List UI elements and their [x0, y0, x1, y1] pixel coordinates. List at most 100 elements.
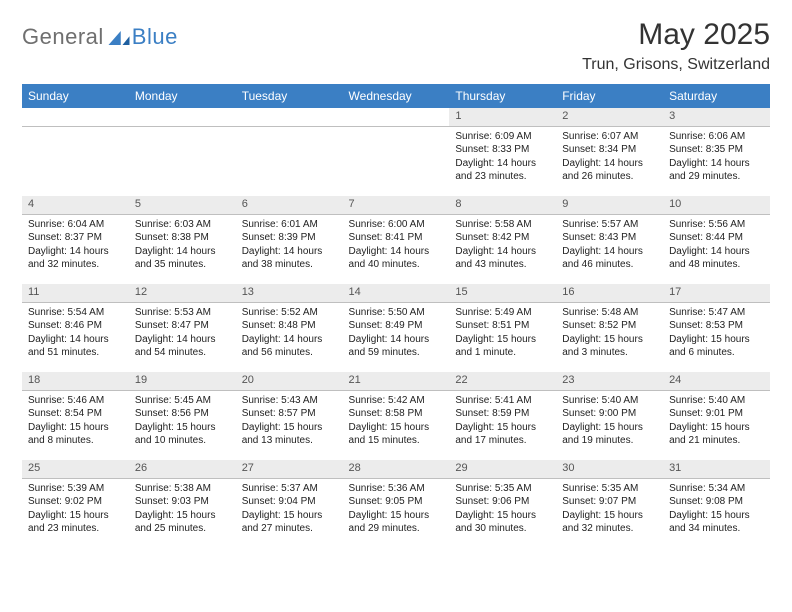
daylight-text-line2: and 17 minutes. [455, 434, 550, 448]
day-detail-cell: Sunrise: 5:47 AMSunset: 8:53 PMDaylight:… [663, 302, 770, 372]
day-number-row: 123 [22, 108, 770, 126]
day-number-cell: 18 [22, 372, 129, 390]
daylight-text-line1: Daylight: 15 hours [455, 421, 550, 435]
daylight-text-line1: Daylight: 14 hours [349, 245, 444, 259]
daylight-text-line1: Daylight: 14 hours [28, 245, 123, 259]
sunrise-text: Sunrise: 6:06 AM [669, 130, 764, 144]
sunset-text: Sunset: 8:57 PM [242, 407, 337, 421]
weekday-header: Monday [129, 84, 236, 108]
sunrise-text: Sunrise: 5:35 AM [455, 482, 550, 496]
daylight-text-line2: and 13 minutes. [242, 434, 337, 448]
sunset-text: Sunset: 9:06 PM [455, 495, 550, 509]
sunset-text: Sunset: 8:59 PM [455, 407, 550, 421]
day-number-cell: 10 [663, 196, 770, 214]
daylight-text-line2: and 59 minutes. [349, 346, 444, 360]
day-number-row: 45678910 [22, 196, 770, 214]
sunset-text: Sunset: 9:01 PM [669, 407, 764, 421]
daylight-text-line1: Daylight: 15 hours [669, 509, 764, 523]
day-detail-row: Sunrise: 5:46 AMSunset: 8:54 PMDaylight:… [22, 390, 770, 460]
day-number-cell: 20 [236, 372, 343, 390]
sunset-text: Sunset: 9:07 PM [562, 495, 657, 509]
logo-text-blue: Blue [132, 24, 178, 50]
day-detail-cell: Sunrise: 5:37 AMSunset: 9:04 PMDaylight:… [236, 478, 343, 548]
day-detail-cell: Sunrise: 5:45 AMSunset: 8:56 PMDaylight:… [129, 390, 236, 460]
day-detail-cell: Sunrise: 5:57 AMSunset: 8:43 PMDaylight:… [556, 214, 663, 284]
day-detail-cell: Sunrise: 6:00 AMSunset: 8:41 PMDaylight:… [343, 214, 450, 284]
logo-sail-icon [108, 31, 130, 45]
daylight-text-line1: Daylight: 14 hours [28, 333, 123, 347]
daylight-text-line1: Daylight: 15 hours [242, 509, 337, 523]
sunrise-text: Sunrise: 5:57 AM [562, 218, 657, 232]
sunrise-text: Sunrise: 5:56 AM [669, 218, 764, 232]
day-number-cell: 29 [449, 460, 556, 478]
weekday-header-row: Sunday Monday Tuesday Wednesday Thursday… [22, 84, 770, 108]
sunrise-text: Sunrise: 5:39 AM [28, 482, 123, 496]
daylight-text-line1: Daylight: 14 hours [669, 157, 764, 171]
day-number-row: 25262728293031 [22, 460, 770, 478]
daylight-text-line1: Daylight: 14 hours [349, 333, 444, 347]
day-number-cell: 28 [343, 460, 450, 478]
day-detail-cell: Sunrise: 5:38 AMSunset: 9:03 PMDaylight:… [129, 478, 236, 548]
daylight-text-line1: Daylight: 14 hours [455, 245, 550, 259]
day-detail-cell [343, 126, 450, 196]
daylight-text-line1: Daylight: 14 hours [135, 245, 230, 259]
daylight-text-line1: Daylight: 15 hours [242, 421, 337, 435]
sunset-text: Sunset: 8:52 PM [562, 319, 657, 333]
daylight-text-line1: Daylight: 15 hours [349, 509, 444, 523]
day-number-cell: 21 [343, 372, 450, 390]
month-title: May 2025 [582, 18, 770, 52]
sunset-text: Sunset: 8:58 PM [349, 407, 444, 421]
day-detail-row: Sunrise: 5:54 AMSunset: 8:46 PMDaylight:… [22, 302, 770, 372]
day-detail-cell: Sunrise: 5:39 AMSunset: 9:02 PMDaylight:… [22, 478, 129, 548]
daylight-text-line1: Daylight: 15 hours [562, 333, 657, 347]
logo-text-general: General [22, 24, 104, 50]
sunset-text: Sunset: 8:44 PM [669, 231, 764, 245]
daylight-text-line2: and 48 minutes. [669, 258, 764, 272]
day-number-cell: 26 [129, 460, 236, 478]
daylight-text-line1: Daylight: 15 hours [455, 509, 550, 523]
day-detail-cell: Sunrise: 5:46 AMSunset: 8:54 PMDaylight:… [22, 390, 129, 460]
day-detail-cell: Sunrise: 5:58 AMSunset: 8:42 PMDaylight:… [449, 214, 556, 284]
sunset-text: Sunset: 8:42 PM [455, 231, 550, 245]
day-number-cell: 5 [129, 196, 236, 214]
sunrise-text: Sunrise: 5:49 AM [455, 306, 550, 320]
sunset-text: Sunset: 8:34 PM [562, 143, 657, 157]
sunset-text: Sunset: 8:39 PM [242, 231, 337, 245]
sunset-text: Sunset: 8:47 PM [135, 319, 230, 333]
day-detail-cell: Sunrise: 6:03 AMSunset: 8:38 PMDaylight:… [129, 214, 236, 284]
day-number-cell: 2 [556, 108, 663, 126]
sunset-text: Sunset: 8:51 PM [455, 319, 550, 333]
sunset-text: Sunset: 9:05 PM [349, 495, 444, 509]
sunset-text: Sunset: 8:41 PM [349, 231, 444, 245]
daylight-text-line2: and 34 minutes. [669, 522, 764, 536]
sunrise-text: Sunrise: 5:58 AM [455, 218, 550, 232]
daylight-text-line2: and 46 minutes. [562, 258, 657, 272]
daylight-text-line1: Daylight: 14 hours [455, 157, 550, 171]
daylight-text-line2: and 1 minute. [455, 346, 550, 360]
day-detail-cell: Sunrise: 5:54 AMSunset: 8:46 PMDaylight:… [22, 302, 129, 372]
day-detail-cell [129, 126, 236, 196]
day-number-row: 18192021222324 [22, 372, 770, 390]
day-number-cell [129, 108, 236, 126]
day-detail-cell: Sunrise: 5:42 AMSunset: 8:58 PMDaylight:… [343, 390, 450, 460]
sunrise-text: Sunrise: 5:42 AM [349, 394, 444, 408]
daylight-text-line2: and 35 minutes. [135, 258, 230, 272]
day-number-cell: 14 [343, 284, 450, 302]
calendar-table: Sunday Monday Tuesday Wednesday Thursday… [22, 84, 770, 548]
daylight-text-line2: and 23 minutes. [455, 170, 550, 184]
daylight-text-line1: Daylight: 15 hours [28, 421, 123, 435]
daylight-text-line2: and 32 minutes. [28, 258, 123, 272]
sunrise-text: Sunrise: 5:40 AM [669, 394, 764, 408]
day-detail-cell: Sunrise: 5:53 AMSunset: 8:47 PMDaylight:… [129, 302, 236, 372]
day-number-cell: 30 [556, 460, 663, 478]
daylight-text-line2: and 38 minutes. [242, 258, 337, 272]
daylight-text-line2: and 8 minutes. [28, 434, 123, 448]
day-detail-cell: Sunrise: 5:35 AMSunset: 9:06 PMDaylight:… [449, 478, 556, 548]
day-number-cell: 22 [449, 372, 556, 390]
daylight-text-line2: and 10 minutes. [135, 434, 230, 448]
page-header: General Blue May 2025 Trun, Grisons, Swi… [22, 18, 770, 74]
daylight-text-line2: and 6 minutes. [669, 346, 764, 360]
sunset-text: Sunset: 9:00 PM [562, 407, 657, 421]
day-detail-cell: Sunrise: 6:01 AMSunset: 8:39 PMDaylight:… [236, 214, 343, 284]
daylight-text-line2: and 15 minutes. [349, 434, 444, 448]
